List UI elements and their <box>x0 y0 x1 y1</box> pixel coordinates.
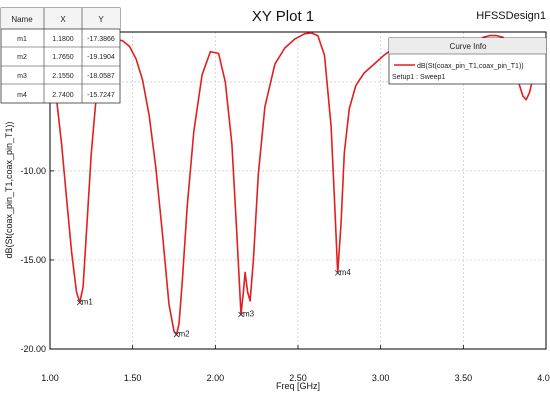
y-tick-label: -10.00 <box>20 166 46 176</box>
table-cell-name: m2 <box>17 54 27 61</box>
table-cell-x: 1.7650 <box>52 54 74 61</box>
marker-table: Name X Y m1 1.1800 -17.3866 m2 1.7650 -1… <box>0 7 121 104</box>
x-tick-label: 3.00 <box>372 373 390 383</box>
legend-trace-label: dB(St(coax_pin_T1,coax_pin_T1)) <box>417 63 524 70</box>
table-cell-name: m1 <box>17 36 27 43</box>
table-cell-name: m4 <box>17 92 27 99</box>
table-header-y: Y <box>98 15 104 24</box>
x-tick-label: 2.00 <box>207 373 225 383</box>
marker-point <box>238 311 244 318</box>
marker-point <box>173 331 180 338</box>
table-cell-y: -15.7247 <box>87 92 115 99</box>
table-header-x: X <box>60 15 66 24</box>
legend-setup-label: Setup1 : Sweep1 <box>392 74 445 81</box>
curve-info-legend: Curve Info dB(St(coax_pin_T1,coax_pin_T1… <box>388 37 547 85</box>
x-tick-label: 3.50 <box>455 373 473 383</box>
x-tick-label: 4.00 <box>537 373 550 383</box>
marker-label: m2 <box>178 330 190 339</box>
y-tick-label: -20.00 <box>20 344 46 354</box>
legend-header: Curve Info <box>450 42 487 51</box>
design-name: HFSSDesign1 <box>476 10 546 22</box>
grid-lines <box>50 32 546 349</box>
marker-label: m1 <box>82 297 94 306</box>
table-cell-name: m3 <box>17 73 27 80</box>
table-cell-x: 1.1800 <box>52 36 74 43</box>
x-tick-label: 1.50 <box>124 373 142 383</box>
x-tick-label: 1.00 <box>41 373 59 383</box>
marker-point <box>76 299 83 306</box>
table-cell-x: 2.7400 <box>52 92 74 99</box>
marker-points: m1 m2 m3 m4 <box>76 268 352 339</box>
x-axis-label: Freq [GHz] <box>276 381 320 391</box>
marker-label: m4 <box>340 268 352 277</box>
y-tick-label: -15.00 <box>20 255 46 265</box>
marker-point <box>334 270 341 276</box>
table-cell-y: -18.0587 <box>87 73 115 80</box>
marker-label: m3 <box>243 309 255 318</box>
table-header-name: Name <box>11 15 33 24</box>
x-tick-label: 2.50 <box>289 373 307 383</box>
table-cell-y: -17.3866 <box>87 36 115 43</box>
table-cell-y: -19.1904 <box>87 54 115 61</box>
table-cell-x: 2.1550 <box>52 73 74 80</box>
y-axis-label: dB(St(coax_pin_T1,coax_pin_T1)) <box>4 121 14 258</box>
chart-title: XY Plot 1 <box>252 8 314 25</box>
